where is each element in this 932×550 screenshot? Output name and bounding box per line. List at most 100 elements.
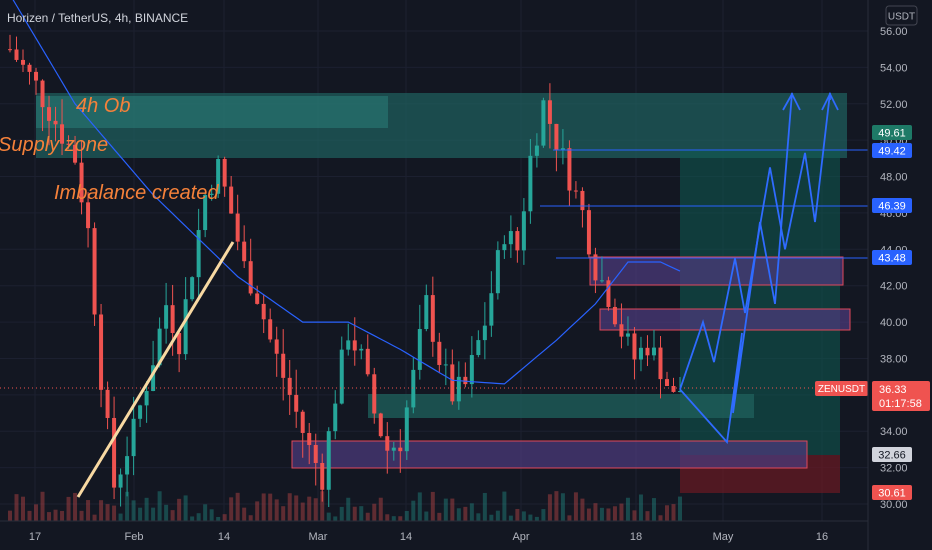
price-badge-30-61-text: 30.61 xyxy=(878,488,906,500)
volume-bar xyxy=(8,510,12,521)
time-axis-area[interactable] xyxy=(0,521,932,550)
volume-bar xyxy=(164,504,169,521)
candle-body xyxy=(21,59,26,65)
candle-body xyxy=(580,190,585,211)
currency-button-label: USDT xyxy=(888,12,915,23)
volume-bar xyxy=(66,496,71,521)
time-tick-label: 16 xyxy=(816,531,828,543)
volume-bar xyxy=(112,505,117,521)
candle-body xyxy=(60,124,65,144)
candle-body xyxy=(326,431,331,490)
candle-body xyxy=(8,49,12,51)
volume-bar xyxy=(521,511,526,521)
candle-body xyxy=(476,340,481,356)
volume-bar xyxy=(326,512,331,521)
ob-zone-box[interactable] xyxy=(36,96,388,128)
volume-bar xyxy=(79,510,84,521)
volume-bar xyxy=(222,514,227,521)
volume-bar xyxy=(203,504,208,521)
volume-bar xyxy=(573,492,578,521)
volume-bar xyxy=(489,514,494,521)
volume-bar xyxy=(105,504,110,521)
demand-purple-box[interactable] xyxy=(291,440,808,469)
volume-bar xyxy=(300,502,305,521)
volume-bar xyxy=(404,510,409,521)
volume-bar xyxy=(619,503,624,521)
volume-bar xyxy=(450,498,455,521)
imbalance-label: Imbalance created xyxy=(54,182,219,204)
candle-body xyxy=(404,407,409,452)
candle-body xyxy=(183,299,188,355)
candle-body xyxy=(443,364,448,366)
candle-body xyxy=(222,158,227,187)
projection-path-2[interactable] xyxy=(679,92,831,390)
trend-line[interactable] xyxy=(76,241,235,498)
candle-body xyxy=(424,295,429,330)
price-tick-label: 56.00 xyxy=(880,26,908,38)
price-tick-label: 40.00 xyxy=(880,317,908,329)
volume-bar xyxy=(541,509,546,521)
candle-body xyxy=(99,314,104,390)
volume-bar xyxy=(554,491,559,521)
price-tick-label: 32.00 xyxy=(880,463,908,475)
candle-body xyxy=(144,391,149,406)
volume-bar xyxy=(658,515,663,521)
price-badge-32-66-text: 32.66 xyxy=(878,450,906,462)
volume-bar xyxy=(242,507,247,521)
volume-bar xyxy=(417,492,422,521)
candle-body xyxy=(34,71,39,81)
currency-button[interactable] xyxy=(885,5,918,26)
price-badge-43-48 xyxy=(872,250,912,265)
candle-body xyxy=(255,293,260,304)
volume-bar xyxy=(40,491,45,521)
candle-body xyxy=(248,261,253,294)
volume-bar xyxy=(131,500,136,521)
candle-body xyxy=(281,353,286,378)
candle-body xyxy=(489,293,494,326)
candle-body xyxy=(274,339,279,354)
candle-body xyxy=(118,474,123,488)
ob-label: 4h Ob xyxy=(76,95,130,117)
candle-body xyxy=(515,231,520,251)
volume-bar xyxy=(144,497,149,521)
candle-body xyxy=(645,347,650,356)
volume-bar xyxy=(599,507,604,521)
candle-body xyxy=(651,347,656,356)
candle-body xyxy=(508,231,513,245)
candle-body xyxy=(157,328,162,366)
volume-bar xyxy=(21,496,26,521)
volume-bar xyxy=(118,513,123,521)
candle-body xyxy=(216,158,221,194)
projection-path[interactable] xyxy=(679,92,793,445)
projection-arrowhead-2 xyxy=(821,91,839,111)
candle-body xyxy=(411,369,416,408)
last-price-text: 36.33 xyxy=(879,384,907,396)
moving-average-line[interactable] xyxy=(10,0,681,385)
volume-bar xyxy=(612,506,617,521)
candle-body xyxy=(586,210,591,255)
volume-bar xyxy=(651,498,656,521)
volume-bar xyxy=(209,509,214,521)
price-tick-label: 34.00 xyxy=(880,426,908,438)
volume-bar xyxy=(469,503,474,521)
candle-body xyxy=(528,155,533,212)
candle-body xyxy=(593,254,598,281)
symbol-tag xyxy=(815,381,868,396)
volume-bar xyxy=(567,515,572,521)
time-tick-label: 14 xyxy=(218,531,230,543)
volume-bar xyxy=(86,500,91,521)
candle-body xyxy=(66,143,71,145)
candle-body xyxy=(352,340,357,351)
volume-bar xyxy=(398,516,403,521)
volume-bar xyxy=(229,497,234,521)
demand-zone-box[interactable] xyxy=(368,394,754,418)
candle-body xyxy=(671,386,676,392)
volume-bar xyxy=(170,510,175,521)
candle-body xyxy=(112,417,117,488)
time-tick-label: 18 xyxy=(630,531,642,543)
volume-bar xyxy=(261,493,266,521)
candle-body xyxy=(190,277,195,300)
resistance-box-1[interactable] xyxy=(589,256,844,286)
